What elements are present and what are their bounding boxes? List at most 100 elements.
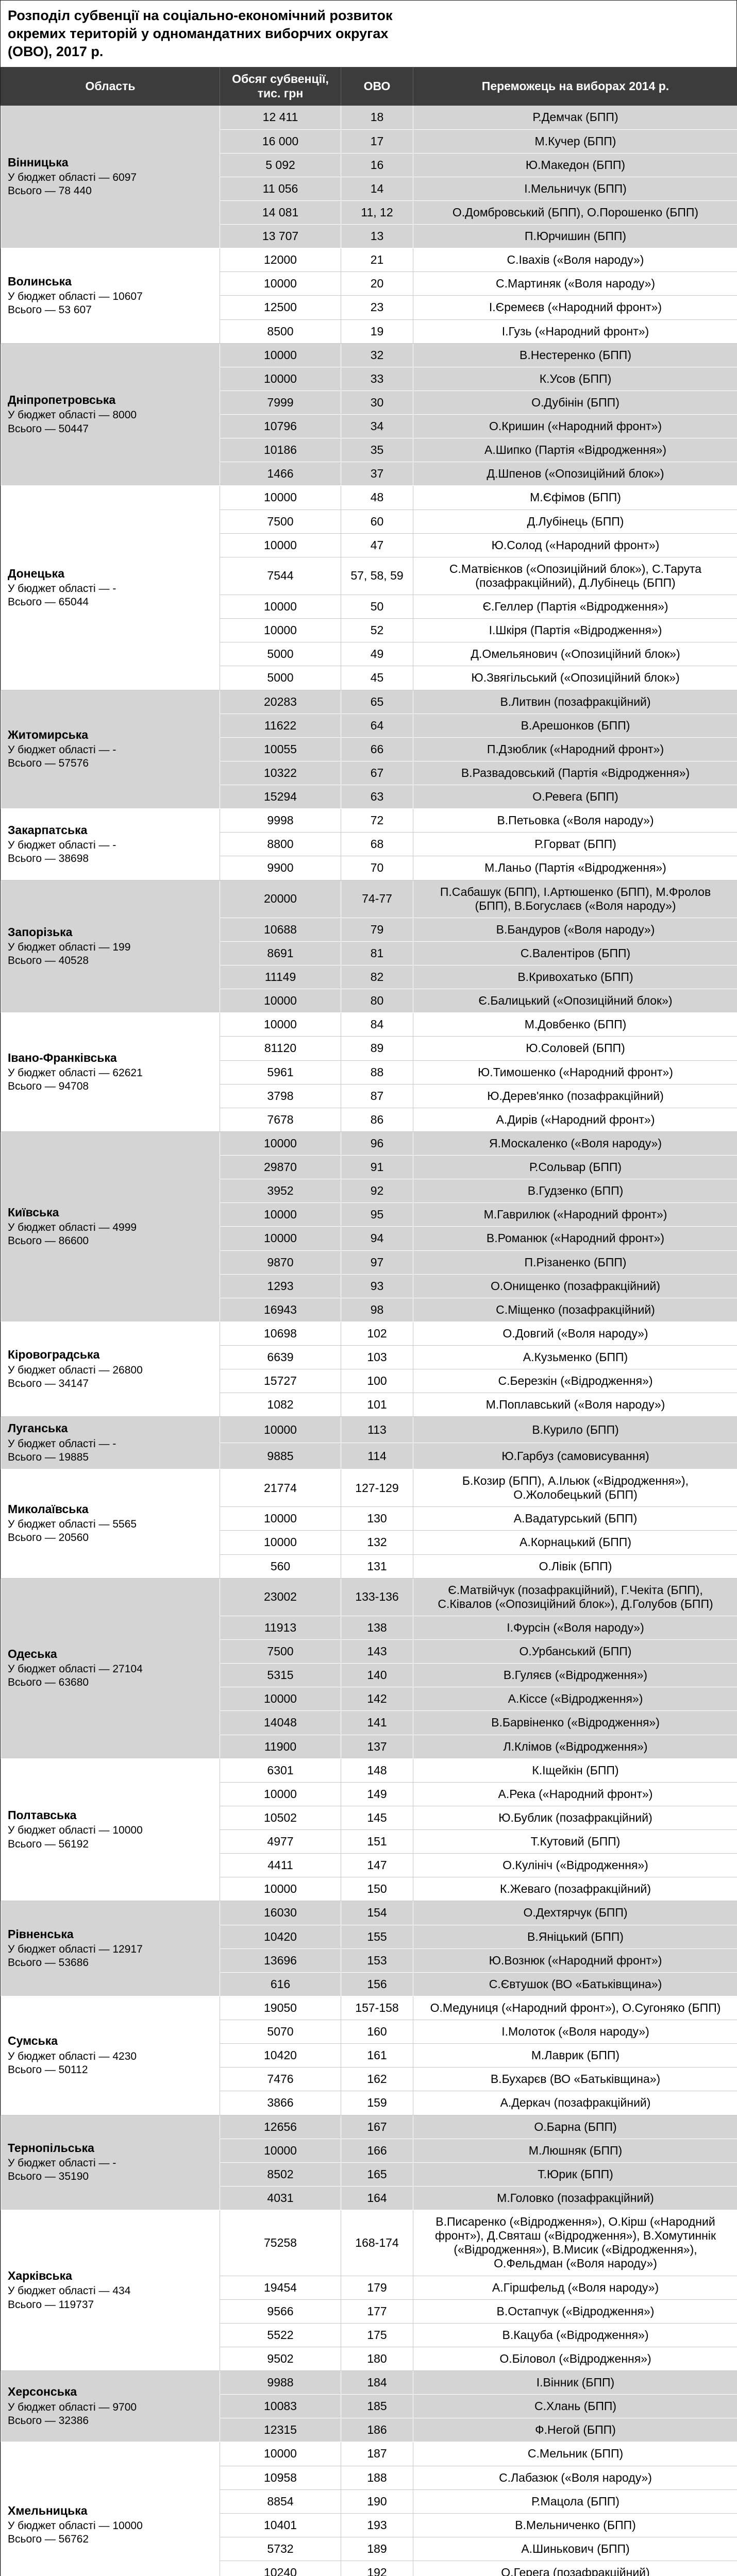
region-cell: Херсонська У бюджет області — 9700 Всього …	[1, 2370, 220, 2443]
table-row: 11900 137 Л.Клімов («Відродження»)	[1, 1734, 737, 1759]
winner-cell: О.Кришин («Народний фронт»)	[413, 414, 737, 439]
amount-cell: 9998	[220, 808, 341, 833]
winner-cell: С.Мельник (БПП)	[413, 2442, 737, 2466]
winner-cell: І.Шкіря (Партія «Відродження»)	[413, 618, 737, 643]
region-name: Луганська	[8, 1421, 68, 1435]
winner-cell: О.Домбровський (БПП), О.Порошенко (БПП)	[413, 200, 737, 225]
table-row: 10000 94 В.Романюк («Народний фронт»)	[1, 1226, 737, 1251]
winner-cell: А.Кіссе («Відродження»)	[413, 1687, 737, 1711]
ovo-cell: 37	[341, 462, 413, 486]
region-cell: Тернопільська У бюджет області — - Всього …	[1, 2114, 220, 2211]
ovo-cell: 131	[341, 1554, 413, 1579]
region-cell: Луганська У бюджет області — - Всього — 19…	[1, 1416, 220, 1470]
amount-cell: 16030	[220, 1901, 341, 1925]
amount-cell: 8854	[220, 2489, 341, 2514]
ovo-cell: 114	[341, 1443, 413, 1470]
amount-cell: 10322	[220, 760, 341, 786]
table-row: Рівненська У бюджет області — 12917 Всього…	[1, 1901, 737, 1996]
table-row: 11913 138 І.Фурсін («Воля народу»)	[1, 1615, 737, 1640]
region-name: Запорізька	[8, 925, 73, 939]
amount-cell: 10420	[220, 1924, 341, 1949]
winner-cell: О.Медуниця («Народний фронт»), О.Сугоняк…	[413, 1995, 737, 2021]
table-row: 11 056 14 І.Мельничук (БПП)	[1, 176, 737, 201]
region-name: Вінницька	[8, 156, 69, 170]
winner-cell: Р.Сольвар (БПП)	[413, 1155, 737, 1180]
region-total: Всього — 32386	[8, 2414, 89, 2427]
table-row: 12315 186 Ф.Негой (БПП)	[1, 2418, 737, 2443]
amount-cell: 15294	[220, 785, 341, 809]
ovo-cell: 138	[341, 1615, 413, 1640]
winner-cell: Д.Омельянович («Опозиційний блок»)	[413, 642, 737, 667]
table-row: Волинська У бюджет області — 10607 Всього …	[1, 248, 737, 344]
ovo-cell: 72	[341, 808, 413, 833]
ovo-cell: 147	[341, 1853, 413, 1878]
amount-cell: 10796	[220, 414, 341, 439]
winner-cell: М.Ланьо (Партія «Відродження»)	[413, 856, 737, 880]
ovo-cell: 162	[341, 2067, 413, 2092]
region-cell: Кіровоградська У бюджет області — 26800 Вс…	[1, 1321, 220, 1417]
amount-cell: 6301	[220, 1758, 341, 1783]
table-row: 10000 150 К.Жеваго (позафракційний)	[1, 1877, 737, 1902]
ovo-cell: 180	[341, 2346, 413, 2371]
region-cell: Житомирська У бюджет області — - Всього — …	[1, 689, 220, 809]
winner-cell: Я.Москаленко («Воля народу»)	[413, 1131, 737, 1156]
amount-cell: 8500	[220, 319, 341, 344]
amount-cell: 5 092	[220, 152, 341, 177]
amount-cell: 1293	[220, 1274, 341, 1298]
winner-cell: І.Вінник (БПП)	[413, 2370, 737, 2395]
winner-cell: Р.Демчак (БПП)	[413, 105, 737, 130]
region-cell: Запорізька У бюджет області — 199 Всього —…	[1, 879, 220, 1013]
winner-cell: В.Писаренко («Відродження»), О.Кірш («На…	[413, 2210, 737, 2276]
ovo-cell: 100	[341, 1369, 413, 1394]
amount-cell: 11913	[220, 1615, 341, 1640]
table-row: 10401 193 В.Мельниченко (БПП)	[1, 2513, 737, 2537]
winner-cell: Ю.Тимошенко («Народний фронт»)	[413, 1060, 737, 1084]
ovo-cell: 192	[341, 2561, 413, 2576]
ovo-cell: 91	[341, 1155, 413, 1180]
region-name: Миколаївська	[8, 1502, 89, 1516]
ovo-cell: 155	[341, 1924, 413, 1949]
amount-cell: 8800	[220, 832, 341, 857]
table-row: 8854 190 Р.Мацола (БПП)	[1, 2489, 737, 2514]
ovo-cell: 127-129	[341, 1469, 413, 1507]
winner-cell: С.Євтушок (ВО «Батьківщина»)	[413, 1972, 737, 1996]
amount-cell: 10000	[220, 1226, 341, 1251]
ovo-cell: 143	[341, 1639, 413, 1664]
table-row: Івано-Франківська У бюджет області — 6262…	[1, 1012, 737, 1132]
amount-cell: 9885	[220, 1443, 341, 1470]
winner-cell: Ю.Соловей (БПП)	[413, 1036, 737, 1061]
winner-cell: А.Кузьменко (БПП)	[413, 1345, 737, 1370]
ovo-cell: 101	[341, 1393, 413, 1417]
region-total: Всього — 34147	[8, 1377, 89, 1389]
ovo-cell: 102	[341, 1321, 413, 1346]
winner-cell: В.Гудзенко (БПП)	[413, 1179, 737, 1204]
winner-cell: П.Юрчишин (БПП)	[413, 224, 737, 249]
region-total: Всього — 94708	[8, 1080, 89, 1093]
winner-cell: В.Петьовка («Воля народу»)	[413, 808, 737, 833]
ovo-cell: 17	[341, 129, 413, 154]
region-cell: Миколаївська У бюджет області — 5565 Всьог…	[1, 1469, 220, 1579]
table-row: 8502 165 Т.Юрик (БПП)	[1, 2162, 737, 2187]
ovo-cell: 86	[341, 1107, 413, 1132]
table-row: 15294 63 О.Ревега (БПП)	[1, 785, 737, 809]
ovo-cell: 186	[341, 2418, 413, 2443]
table-row: 15727 100 С.Березкін («Відродження»)	[1, 1369, 737, 1394]
ovo-cell: 185	[341, 2394, 413, 2419]
winner-cell: В.Бандуров («Воля народу»)	[413, 917, 737, 942]
winner-cell: А.Дирів («Народний фронт»)	[413, 1107, 737, 1132]
ovo-cell: 48	[341, 485, 413, 510]
amount-cell: 11 056	[220, 176, 341, 201]
table-row: 10000 52 І.Шкіря (Партія «Відродження»)	[1, 618, 737, 643]
ovo-cell: 142	[341, 1687, 413, 1711]
region-total: Всього — 38698	[8, 852, 89, 865]
winner-cell: О.Урбанський (БПП)	[413, 1639, 737, 1664]
amount-cell: 10186	[220, 438, 341, 463]
table-row: 10502 145 Ю.Бублик (позафракційний)	[1, 1805, 737, 1831]
ovo-cell: 60	[341, 509, 413, 534]
amount-cell: 3952	[220, 1179, 341, 1204]
winner-cell: В.Курило (БПП)	[413, 1416, 737, 1444]
table-row: 5070 160 І.Молоток («Воля народу»)	[1, 2020, 737, 2044]
ovo-cell: 175	[341, 2323, 413, 2347]
ovo-cell: 153	[341, 1948, 413, 1973]
table-row: 9566 177 В.Остапчук («Відродження»)	[1, 2299, 737, 2324]
